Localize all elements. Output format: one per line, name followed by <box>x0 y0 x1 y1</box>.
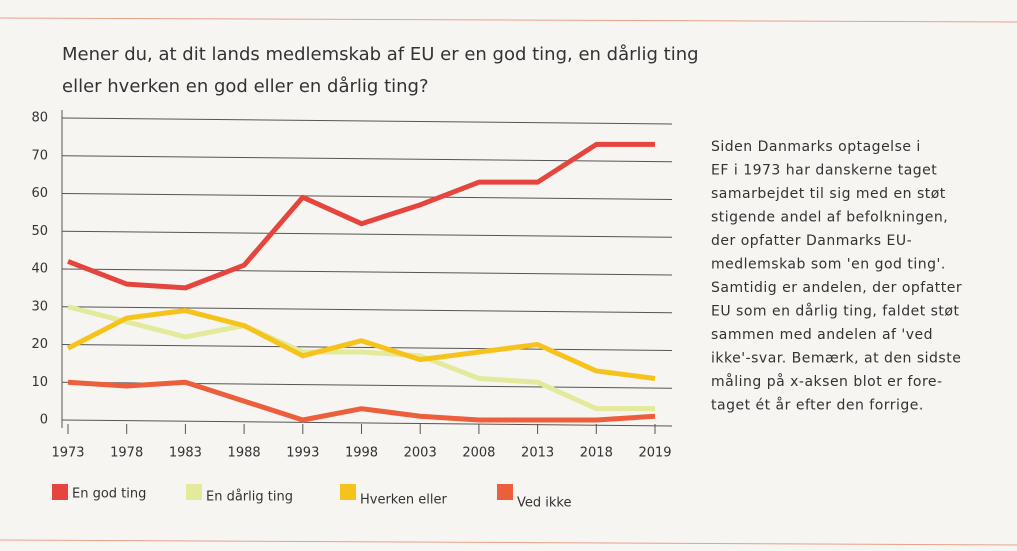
grid-line <box>61 268 673 276</box>
annotation: EF i 1973 har danskerne taget <box>711 163 937 179</box>
grid-line <box>61 344 673 351</box>
y-tick-label: 30 <box>31 299 48 314</box>
legend-swatch <box>52 484 68 500</box>
annotation: Samtidig er andelen, der opfatter <box>711 280 962 296</box>
y-tick-label: 70 <box>31 148 48 163</box>
series-line <box>67 304 655 412</box>
x-tick-label: 2013 <box>521 446 554 461</box>
y-tick-label: 20 <box>31 337 48 352</box>
x-tick-label: 2003 <box>404 446 437 461</box>
chart-title: eller hverken en god eller en dårlig tin… <box>62 76 429 97</box>
y-tick-label: 40 <box>31 262 48 277</box>
y-tick-label: 10 <box>31 375 48 390</box>
legend-label: Ved ikke <box>517 496 571 511</box>
border-bottom <box>0 539 1017 546</box>
annotation: samarbejdet til sig med en støt <box>711 186 946 202</box>
border-top <box>0 17 1017 23</box>
y-tick-label: 80 <box>31 111 48 126</box>
chart-title: Mener du, at dit lands medlemskab af EU … <box>62 44 699 65</box>
annotation: der opfatter Danmarks EU- <box>711 233 912 249</box>
grid-line <box>61 306 673 314</box>
x-tick-label: 1978 <box>110 446 143 461</box>
grid-line <box>61 117 673 125</box>
legend-swatch <box>497 484 513 500</box>
x-tick-label: 1983 <box>169 446 202 461</box>
annotation: taget ét år efter den forrige. <box>711 397 924 414</box>
annotation: medlemskab som 'en god ting'. <box>711 257 946 273</box>
grid-line <box>61 419 673 427</box>
grid-line <box>61 193 673 200</box>
x-tick-label: 2018 <box>580 446 613 461</box>
legend-swatch <box>186 484 202 500</box>
y-tick-label: 50 <box>31 224 48 239</box>
series-line <box>67 141 655 291</box>
grid-line <box>61 230 673 238</box>
y-tick-label: 0 <box>40 413 48 428</box>
series-line <box>66 308 656 381</box>
x-tick-label: 1988 <box>228 446 261 461</box>
legend-label: En dårlig ting <box>206 490 293 505</box>
x-tick-label: 2008 <box>462 446 495 461</box>
x-tick-label: 2019 <box>638 446 671 461</box>
annotation: ikke'-svar. Bemærk, at den sidste <box>711 351 961 367</box>
y-tick-label: 60 <box>31 186 48 201</box>
x-tick-label: 1973 <box>51 446 84 461</box>
x-tick-label: 1993 <box>286 446 319 461</box>
legend-swatch <box>340 484 356 500</box>
x-tick-label: 1998 <box>345 446 378 461</box>
annotation: måling på x-aksen blot er fore- <box>711 373 943 390</box>
annotation: EU som en dårlig ting, faldet støt <box>711 303 959 320</box>
series-line <box>67 379 656 423</box>
annotation: Siden Danmarks optagelse i <box>711 139 921 155</box>
legend-label: Hverken eller <box>360 493 447 508</box>
annotation: stigende andel af befolkningen, <box>711 210 948 226</box>
annotation: sammen med andelen af 'ved <box>711 327 933 343</box>
legend-label: En god ting <box>72 487 146 502</box>
